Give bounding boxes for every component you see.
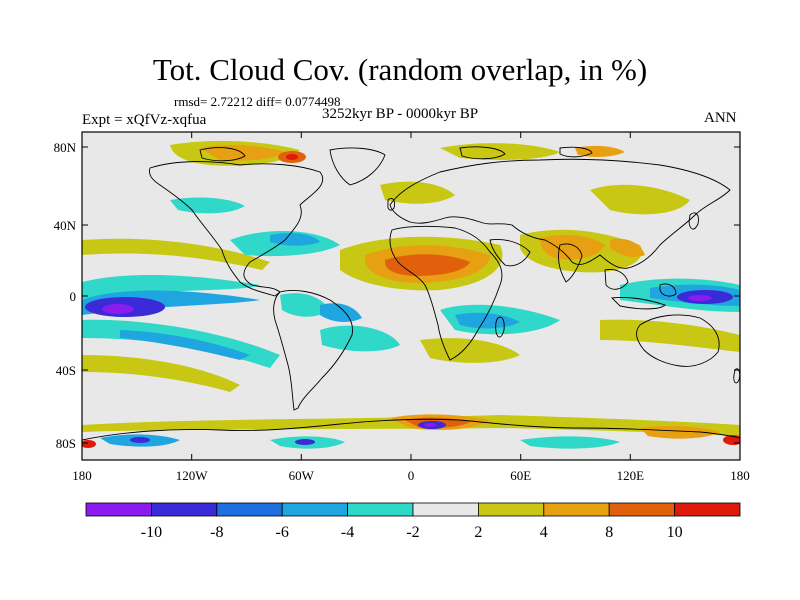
colorbar-label: -8 bbox=[210, 524, 223, 541]
latitude-axis: 80N 40N 0 40S 80S bbox=[54, 140, 740, 451]
colorbar-label: 10 bbox=[667, 524, 683, 541]
lon-tick-label: 60W bbox=[289, 468, 315, 483]
lon-tick-label: 60E bbox=[510, 468, 531, 483]
colorbar-label: -2 bbox=[406, 524, 419, 541]
colorbar-label: 8 bbox=[605, 524, 613, 541]
map-panel bbox=[81, 131, 741, 461]
time-period-label: 3252kyr BP - 0000kyr BP bbox=[321, 106, 479, 122]
lat-tick-label: 80N bbox=[54, 140, 77, 155]
lat-tick-label: 0 bbox=[70, 289, 77, 304]
plot-title: Tot. Cloud Cov. (random overlap, in %) bbox=[152, 52, 648, 87]
colorbar-segment bbox=[477, 502, 545, 517]
colorbar-segment bbox=[347, 502, 414, 517]
colorbar-label: -4 bbox=[341, 524, 354, 541]
colorbar-segment bbox=[543, 502, 610, 517]
lat-tick-label: 80S bbox=[56, 436, 76, 451]
longitude-axis: 180 120W 60W 0 60E 120E 180 bbox=[72, 132, 750, 483]
colorbar-segment bbox=[412, 502, 479, 517]
colorbar-segment bbox=[150, 502, 218, 517]
colorbar-segment bbox=[608, 502, 676, 517]
colorbar-segment bbox=[674, 502, 741, 517]
lon-tick-label: 180 bbox=[730, 468, 750, 483]
colorbar-label: 2 bbox=[474, 524, 482, 541]
colorbar-label: -10 bbox=[141, 524, 162, 541]
colorbar-label: -6 bbox=[276, 524, 289, 541]
colorbar-label: 4 bbox=[540, 524, 548, 541]
colorbar: -10 -8 -6 -4 -2 2 4 8 10 bbox=[85, 502, 741, 541]
lon-tick-label: 180 bbox=[72, 468, 92, 483]
lat-tick-label: 40N bbox=[54, 218, 77, 233]
coastlines bbox=[82, 146, 740, 441]
colorbar-segment bbox=[216, 502, 283, 517]
lon-tick-label: 0 bbox=[408, 468, 415, 483]
lon-tick-label: 120E bbox=[617, 468, 645, 483]
rmsd-diff-stats: rmsd= 2.72212 diff= 0.0774498 bbox=[174, 94, 341, 109]
colorbar-segment bbox=[85, 502, 152, 517]
lon-tick-label: 120W bbox=[176, 468, 209, 483]
anomaly-fields bbox=[82, 140, 740, 460]
lat-tick-label: 40S bbox=[56, 363, 76, 378]
season-label: ANN bbox=[704, 110, 737, 126]
experiment-label: Expt = xQfVz-xqfua bbox=[82, 112, 207, 128]
colorbar-segment bbox=[281, 502, 349, 517]
